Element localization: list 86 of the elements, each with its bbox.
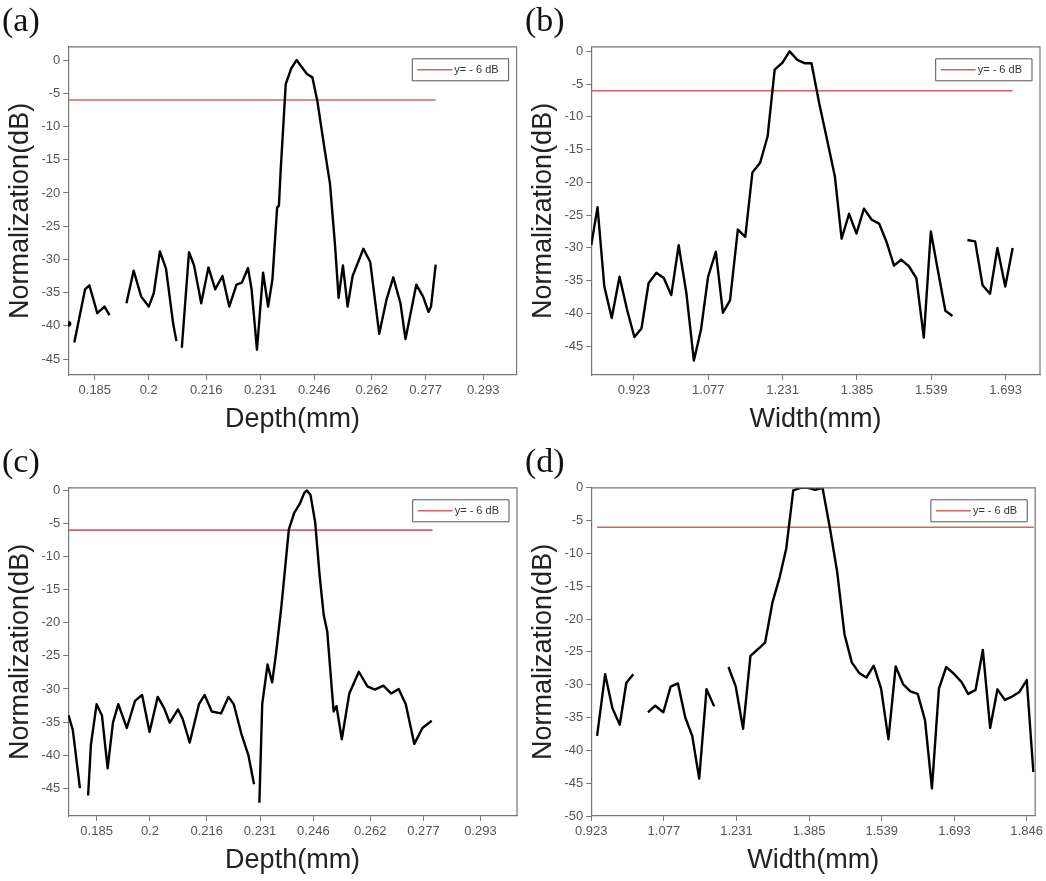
y-tick-label: -35 — [41, 284, 61, 300]
x-tick-label: 0.246 — [297, 823, 330, 839]
y-tick-label: -5 — [48, 84, 61, 100]
y-tick-label: -20 — [41, 184, 61, 200]
x-tick-label: 0.277 — [407, 823, 440, 839]
x-tick-label: 1.539 — [915, 382, 948, 398]
chart-title: (a) — [2, 1, 40, 40]
chart-title: (c) — [2, 442, 40, 481]
x-tick-label: 0.185 — [80, 823, 113, 839]
y-tick-label: -30 — [564, 676, 584, 692]
legend-label: y= - 6 dB — [972, 503, 1018, 516]
y-tick-label: -10 — [41, 118, 61, 134]
x-tick-label: 0.216 — [190, 382, 223, 398]
y-tick-label: -25 — [564, 643, 584, 659]
y-tick-label: 0 — [52, 51, 61, 67]
x-tick-label: 1.231 — [720, 823, 753, 839]
legend-label: y= - 6 dB — [454, 503, 499, 516]
y-axis-title: Normalization(dB) — [3, 543, 34, 760]
y-tick-label: -20 — [41, 614, 61, 630]
x-tick-label: 0.246 — [297, 382, 331, 398]
y-tick-label: -45 — [41, 350, 61, 366]
y-tick-label: 0 — [575, 479, 584, 495]
x-tick-label: 1.846 — [1010, 823, 1043, 839]
x-tick-label: 0.923 — [617, 382, 651, 398]
x-axis-title: Depth(mm) — [224, 403, 360, 434]
x-tick-label: 0.262 — [353, 823, 387, 839]
x-tick-label: 0.277 — [409, 382, 442, 398]
x-tick-label: 1.693 — [989, 382, 1022, 398]
x-axis-title: Depth(mm) — [225, 844, 361, 875]
y-tick-label: -10 — [41, 548, 61, 564]
y-tick-label: -10 — [564, 108, 584, 124]
legend-label: y= - 6 dB — [977, 62, 1022, 75]
y-tick-label: -50 — [564, 807, 584, 823]
y-axis-title: Normalization(dB) — [3, 102, 34, 319]
x-tick-label: 0.293 — [466, 382, 500, 398]
y-tick-label: -15 — [564, 577, 584, 593]
x-tick-label: 1.231 — [766, 382, 799, 398]
y-tick-label: -40 — [41, 317, 61, 333]
y-tick-label: -5 — [571, 512, 584, 528]
x-tick-label: 0.2 — [140, 823, 159, 839]
y-tick-label: -30 — [564, 239, 584, 255]
y-tick-label: -10 — [564, 545, 584, 561]
y-tick-label: -45 — [41, 779, 61, 795]
x-tick-label: 1.077 — [647, 823, 681, 839]
x-tick-label: 0.216 — [190, 823, 224, 839]
x-tick-label: 0.231 — [243, 382, 277, 398]
x-tick-label: 0.262 — [355, 382, 388, 398]
chart-title: (d) — [525, 442, 565, 481]
legend-label: y= - 6 dB — [454, 62, 499, 75]
y-tick-label: -35 — [564, 272, 584, 288]
x-tick-label: 0.293 — [464, 823, 497, 839]
y-tick-label: -40 — [564, 741, 584, 757]
x-axis-title: Width(mm) — [749, 403, 882, 434]
y-tick-label: -15 — [564, 141, 584, 157]
y-tick-label: -40 — [41, 746, 61, 762]
y-tick-label: 0 — [52, 482, 61, 498]
y-tick-label: -25 — [41, 217, 61, 233]
y-axis-title: Normalization(dB) — [526, 543, 557, 760]
x-tick-label: 1.539 — [865, 823, 899, 839]
y-tick-label: -25 — [564, 206, 584, 222]
x-tick-label: 0.185 — [78, 382, 112, 398]
x-tick-label: 1.693 — [938, 823, 971, 839]
y-tick-label: -35 — [564, 709, 584, 725]
y-tick-label: -15 — [41, 581, 61, 597]
y-tick-label: 0 — [575, 42, 584, 58]
y-tick-label: -35 — [41, 713, 61, 729]
x-axis-title: Width(mm) — [747, 844, 880, 875]
x-tick-label: 1.385 — [792, 823, 826, 839]
y-tick-label: -45 — [564, 774, 584, 790]
y-tick-label: -5 — [571, 75, 584, 91]
y-tick-label: -40 — [564, 305, 584, 320]
y-tick-label: -45 — [564, 337, 584, 353]
y-tick-label: -20 — [564, 173, 584, 189]
y-tick-label: -15 — [41, 151, 61, 167]
y-tick-label: -30 — [41, 680, 61, 696]
y-tick-label: -25 — [41, 647, 61, 663]
y-tick-label: -5 — [48, 515, 61, 531]
x-tick-label: 1.077 — [692, 382, 725, 398]
y-tick-label: -30 — [41, 250, 61, 266]
x-tick-label: 1.385 — [840, 382, 874, 398]
x-tick-label: 0.923 — [574, 823, 608, 839]
y-axis-title: Normalization(dB) — [526, 102, 557, 319]
x-tick-label: 0.231 — [243, 823, 277, 839]
y-tick-label: -20 — [564, 610, 584, 626]
chart-title: (b) — [525, 1, 565, 40]
x-tick-label: 0.2 — [139, 382, 158, 398]
